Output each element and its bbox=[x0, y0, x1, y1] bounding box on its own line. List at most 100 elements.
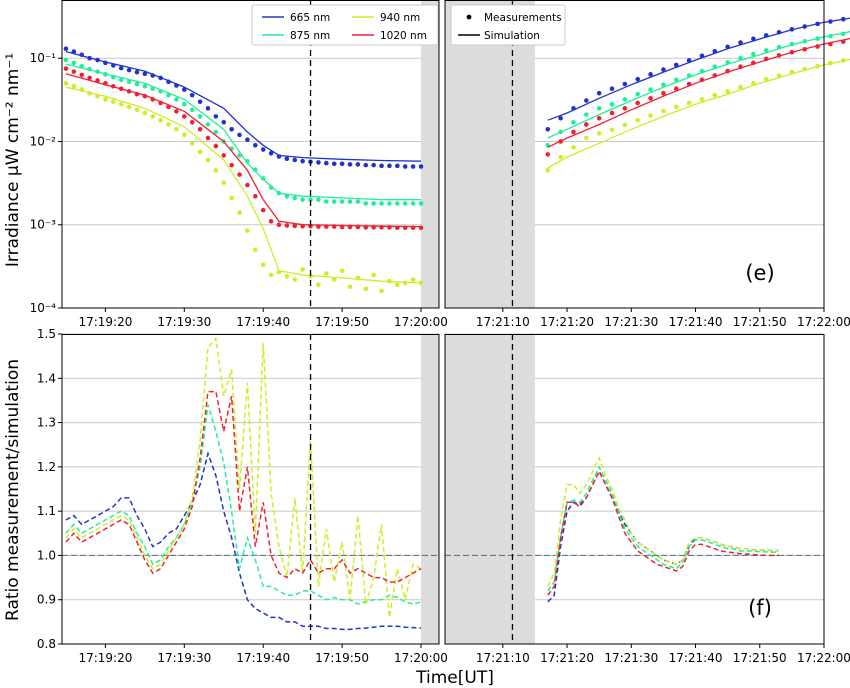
measurement-point bbox=[110, 83, 116, 89]
measurement-point bbox=[571, 119, 576, 125]
measurement-point bbox=[181, 132, 187, 138]
measurement-point bbox=[776, 29, 782, 35]
panel-label-f: (f) bbox=[748, 596, 772, 620]
measurement-point bbox=[763, 56, 769, 62]
measurement-point bbox=[802, 66, 808, 72]
measurement-point bbox=[558, 154, 563, 160]
measurement-point bbox=[103, 97, 108, 102]
measurement-point bbox=[410, 225, 416, 231]
measurement-point bbox=[134, 91, 140, 97]
ratio-line-right-3 bbox=[547, 469, 779, 596]
measurement-point bbox=[815, 36, 820, 41]
legend-dot-marker bbox=[466, 14, 472, 20]
measurement-point bbox=[712, 64, 718, 70]
measurement-point bbox=[260, 207, 266, 213]
measurement-point bbox=[379, 288, 384, 294]
x-tick-label: 17:21:10 bbox=[476, 315, 530, 329]
measurement-point bbox=[828, 60, 833, 66]
y-tick-label: 1.1 bbox=[37, 504, 56, 518]
measurement-point bbox=[110, 74, 116, 80]
measurement-point bbox=[558, 139, 563, 144]
measurement-point bbox=[686, 58, 692, 63]
measurement-point bbox=[371, 162, 376, 168]
x-tick-label: 17:19:20 bbox=[78, 315, 132, 329]
axes-frame-right bbox=[444, 0, 825, 309]
data-layer bbox=[62, 0, 850, 644]
measurement-point bbox=[284, 223, 290, 228]
measurement-point bbox=[363, 225, 369, 230]
measurement-point bbox=[276, 269, 282, 275]
measurement-point bbox=[268, 185, 274, 190]
measurement-point bbox=[79, 52, 85, 58]
measurement-point bbox=[189, 107, 195, 113]
measurement-point bbox=[402, 225, 408, 231]
measurement-point bbox=[725, 68, 730, 74]
axes-frame-left bbox=[61, 334, 440, 645]
measurement-point bbox=[699, 97, 705, 102]
measurement-point bbox=[284, 193, 290, 199]
shaded-region-left bbox=[421, 0, 439, 308]
measurement-point bbox=[387, 201, 392, 206]
measurement-point bbox=[751, 60, 756, 66]
measurement-point bbox=[648, 87, 653, 92]
measurement-point bbox=[308, 197, 313, 202]
measurement-point bbox=[324, 224, 329, 229]
measurement-point bbox=[725, 44, 730, 50]
x-axis-label: Time[UT] bbox=[415, 668, 494, 688]
measurement-point bbox=[71, 69, 77, 74]
measurement-point bbox=[763, 48, 769, 53]
y-tick-label: 0.8 bbox=[37, 637, 56, 651]
measurement-point bbox=[174, 83, 179, 88]
measurement-point bbox=[699, 68, 705, 74]
measurement-point bbox=[237, 172, 242, 177]
y-tick-label: 10⁻¹ bbox=[30, 51, 57, 65]
measurement-point bbox=[395, 225, 400, 231]
legend-measurements-label: Measurements bbox=[484, 12, 562, 24]
measurement-point bbox=[245, 228, 250, 233]
measurement-point bbox=[205, 122, 211, 127]
measurement-point bbox=[840, 58, 846, 63]
measurement-point bbox=[221, 180, 227, 185]
measurement-point bbox=[308, 223, 313, 229]
measurement-point bbox=[316, 197, 321, 202]
legend-entry-label: 875 nm bbox=[290, 30, 330, 42]
measurement-point bbox=[87, 66, 92, 72]
measurement-point bbox=[316, 160, 321, 165]
legend-simulation-label: Simulation bbox=[484, 30, 540, 42]
measurement-point bbox=[339, 161, 345, 167]
simulation-line-left-1 bbox=[65, 63, 421, 201]
measurement-point bbox=[292, 157, 298, 163]
measurement-point bbox=[648, 113, 653, 118]
measurement-point bbox=[229, 195, 234, 201]
simulation-line-left-0 bbox=[65, 50, 422, 162]
measurement-point bbox=[205, 135, 211, 141]
measurement-point bbox=[118, 77, 124, 83]
measurement-point bbox=[150, 86, 156, 92]
measurement-point bbox=[402, 280, 408, 286]
measurement-point bbox=[347, 284, 353, 290]
shaded-region-right bbox=[445, 0, 535, 308]
measurement-point bbox=[189, 141, 195, 146]
measurement-point bbox=[751, 36, 756, 42]
measurement-point bbox=[828, 41, 833, 47]
measurement-point bbox=[292, 277, 298, 282]
measurement-point bbox=[410, 277, 416, 282]
measurement-point bbox=[596, 90, 602, 96]
y-tick-label: 10⁻² bbox=[30, 134, 57, 148]
measurement-point bbox=[661, 90, 666, 96]
measurement-point bbox=[789, 27, 795, 32]
x-tick-label: 17:21:10 bbox=[476, 651, 530, 665]
y-tick-label: 1.0 bbox=[37, 548, 56, 562]
measurement-point bbox=[300, 158, 305, 164]
measurement-point bbox=[110, 63, 116, 68]
measurement-point bbox=[158, 100, 163, 106]
measurement-point bbox=[379, 225, 384, 230]
measurement-point bbox=[379, 163, 384, 169]
measurement-point bbox=[371, 201, 376, 206]
measurement-point bbox=[395, 163, 400, 169]
measurement-point bbox=[253, 142, 258, 148]
measurement-point bbox=[331, 224, 337, 229]
x-tick-label: 17:20:00 bbox=[394, 315, 448, 329]
measurement-point bbox=[253, 193, 258, 199]
